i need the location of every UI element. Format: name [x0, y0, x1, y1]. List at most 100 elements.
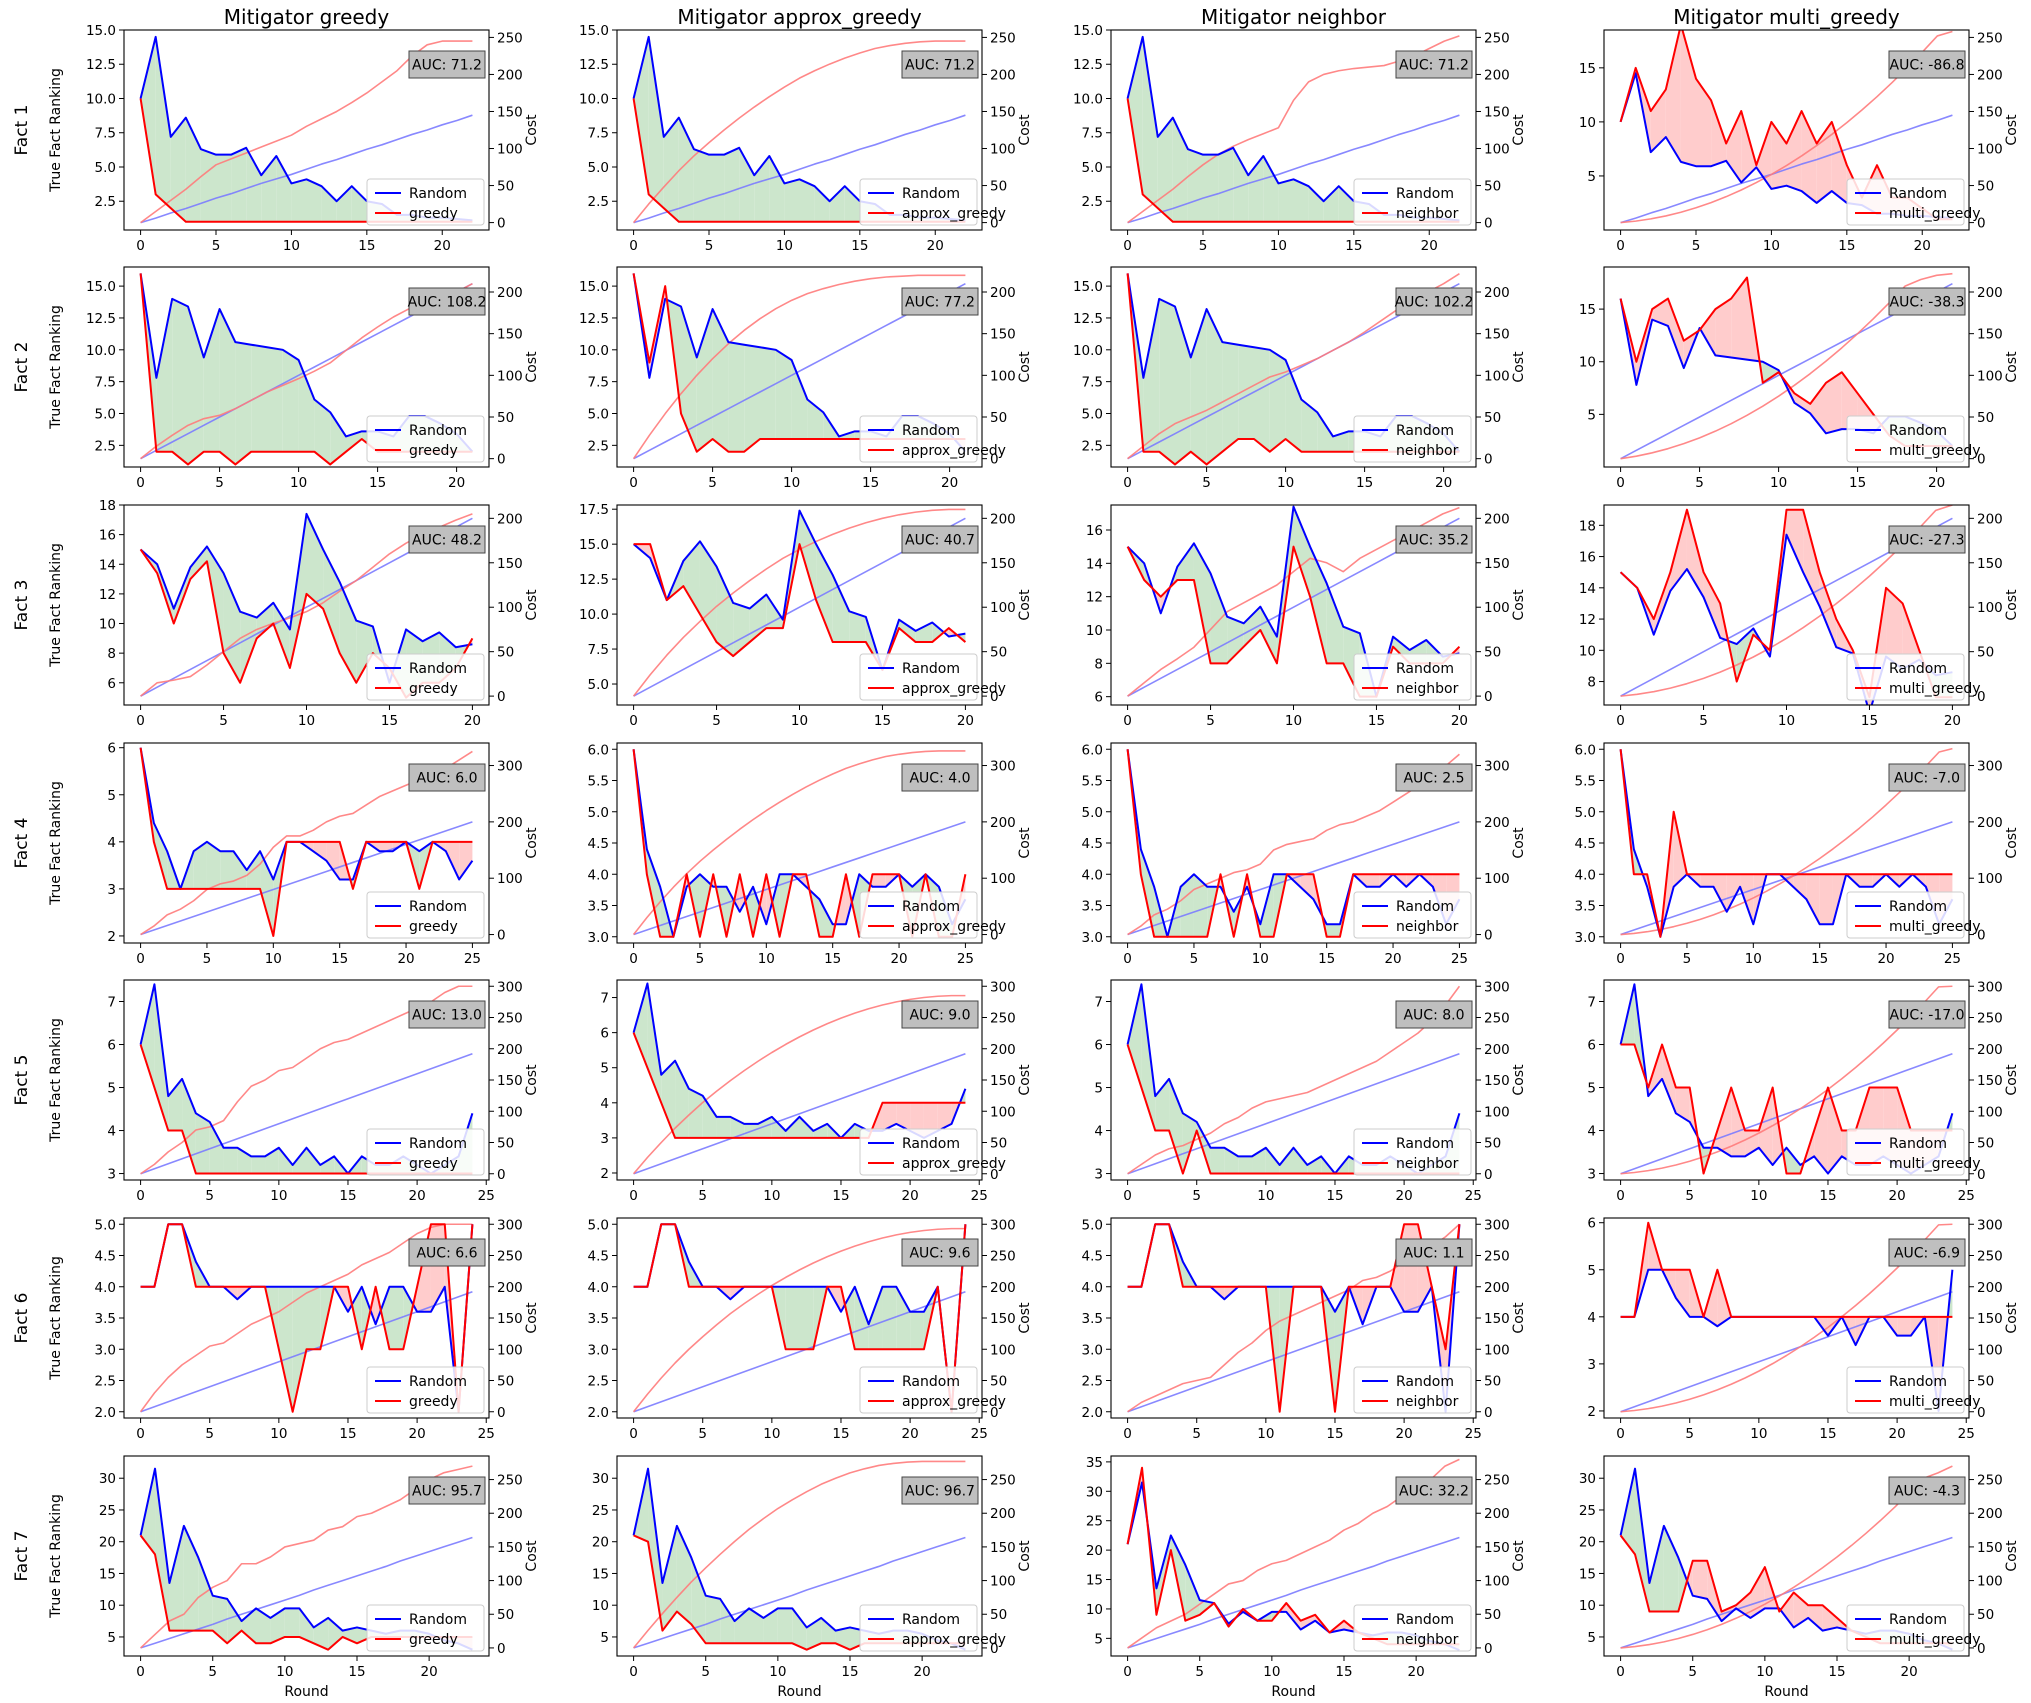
cost-tick-label: 100 — [990, 871, 1016, 887]
auc-label: AUC: -6.9 — [1894, 1246, 1960, 1262]
fill-improvement — [680, 306, 697, 452]
method-ranking-line — [1127, 1223, 1461, 1413]
x-tick-label: 15 — [381, 713, 398, 729]
x-tick-label: 5 — [698, 1188, 707, 1204]
x-tick-label: 5 — [215, 475, 224, 491]
y-tick-label: 30 — [1579, 1471, 1596, 1487]
fill-regression — [1780, 1592, 1794, 1628]
method-ranking-line — [1620, 1221, 1953, 1318]
cost-tick-label: 200 — [1484, 511, 1510, 527]
y-tick-label: 4.5 — [1082, 1249, 1103, 1265]
plot-area — [632, 982, 967, 1175]
fill-regression — [1801, 111, 1817, 203]
cost-tick-label: 300 — [990, 759, 1016, 775]
fill-improvement — [1333, 431, 1349, 452]
y-tick-label: 10 — [1086, 623, 1103, 639]
fill-improvement — [227, 1598, 242, 1644]
x-tick-label: 0 — [1616, 951, 1625, 967]
cost-tick-label: 200 — [1484, 285, 1510, 301]
auc-label: AUC: -17.0 — [1890, 1008, 1965, 1024]
method-cost-line — [1127, 753, 1460, 936]
y-tick-label: 12.5 — [579, 572, 609, 588]
fill-improvement — [168, 1078, 183, 1131]
cost-axis-label: Cost — [2004, 1302, 2020, 1334]
y-tick-label: 10.0 — [579, 91, 609, 107]
legend-label-method: neighbor — [1396, 443, 1459, 459]
y-tick-label: 30 — [99, 1471, 116, 1487]
fill-regression — [1665, 30, 1681, 162]
y-tick-label: 18 — [1579, 518, 1596, 534]
fill-regression — [1726, 874, 1741, 912]
auc-label: AUC: 9.0 — [909, 1008, 970, 1024]
legend-label-method: neighbor — [1396, 1156, 1459, 1172]
fill-regression — [1700, 309, 1716, 356]
y-tick-label: 4.5 — [1575, 836, 1596, 852]
x-tick-label: 25 — [1465, 1188, 1482, 1204]
y-tick-label: 4.0 — [1082, 1280, 1103, 1296]
y-tick-label: 14 — [1086, 556, 1103, 572]
y-tick-label: 16 — [1579, 550, 1596, 566]
subplot: 0 5 10 15 20 25 3 4 5 6 7 0 50 100 150 200 250 300 Cost AUC… — [1094, 979, 1527, 1204]
fill-improvement — [749, 594, 767, 643]
y-axis-label: True Fact Ranking — [48, 543, 64, 668]
fill-improvement — [314, 399, 331, 465]
y-tick-label: 7.5 — [588, 126, 609, 142]
x-tick-label: 20 — [421, 1664, 438, 1680]
fill-improvement — [1127, 36, 1143, 195]
cost-tick-label: 100 — [1977, 1104, 2003, 1120]
legend-label-random: Random — [1396, 1612, 1454, 1628]
x-tick-label: 15 — [1326, 1188, 1343, 1204]
y-tick-label: 12.5 — [579, 311, 609, 327]
x-tick-label: 5 — [1199, 238, 1208, 254]
auc-box — [1888, 287, 1966, 316]
x-tick-label: 20 — [902, 1426, 919, 1442]
cost-tick-label: 300 — [1977, 979, 2003, 995]
fill-improvement — [193, 841, 207, 889]
cost-tick-label: 200 — [497, 1506, 523, 1522]
legend-label-random: Random — [1889, 899, 1947, 915]
y-tick-label: 3 — [1587, 1167, 1596, 1183]
fill-improvement — [339, 582, 357, 683]
x-tick-label: 20 — [1451, 713, 1468, 729]
y-tick-label: 8 — [1587, 675, 1596, 691]
fill-regression — [1711, 100, 1727, 167]
cost-axis-label: Cost — [524, 589, 540, 621]
cost-tick-label: 0 — [497, 689, 506, 705]
y-tick-label: 5.0 — [95, 406, 116, 422]
cost-tick-label: 200 — [497, 815, 523, 831]
fill-improvement — [851, 874, 860, 937]
fill-improvement — [231, 147, 247, 222]
fill-improvement — [1238, 344, 1254, 439]
fill-regression — [1696, 78, 1712, 167]
x-tick-label: 10 — [270, 1188, 287, 1204]
subplot: 0 5 10 15 20 2.5 5.0 7.5 10.0 12.5 15.0 0 50 100 150 20… — [1073, 266, 1527, 491]
fill-improvement — [306, 1147, 321, 1174]
cost-tick-label: 300 — [497, 759, 523, 775]
y-tick-label: 5.0 — [95, 160, 116, 176]
fill-regression — [872, 874, 886, 887]
y-tick-label: 6 — [107, 676, 116, 692]
auc-label: AUC: 2.5 — [1403, 771, 1464, 787]
legend-label-method: approx_greedy — [902, 1632, 1006, 1648]
subplot: 0 5 10 15 20 5 10 15 20 25 30 0 50 100 150 200 250 Cost Ro… — [1579, 1455, 2020, 1700]
y-tick-label: 6 — [600, 1026, 609, 1042]
column-title: Mitigator approx_greedy — [677, 5, 921, 29]
auc-box — [1395, 50, 1473, 79]
subplot: 0 5 10 15 20 8 10 12 14 16 18 0 50 100 150 200 Cost AUC: … — [1579, 504, 2020, 729]
row-label: Fact 6 — [12, 1293, 32, 1344]
plot-area — [139, 747, 474, 937]
legend-label-random: Random — [1396, 186, 1454, 202]
cost-tick-label: 150 — [990, 1540, 1016, 1556]
y-tick-label: 2.5 — [588, 1374, 609, 1390]
x-tick-label: 25 — [971, 1426, 988, 1442]
y-tick-label: 7.5 — [95, 126, 116, 142]
fill-improvement — [206, 841, 221, 889]
cost-tick-label: 100 — [1977, 1342, 2003, 1358]
cost-tick-label: 300 — [990, 1217, 1016, 1233]
legend-label-random: Random — [1889, 1374, 1947, 1390]
y-tick-label: 5.0 — [588, 1217, 609, 1233]
fill-improvement — [1248, 156, 1264, 222]
x-tick-label: 20 — [914, 1664, 931, 1680]
cost-tick-label: 50 — [1977, 410, 1994, 426]
